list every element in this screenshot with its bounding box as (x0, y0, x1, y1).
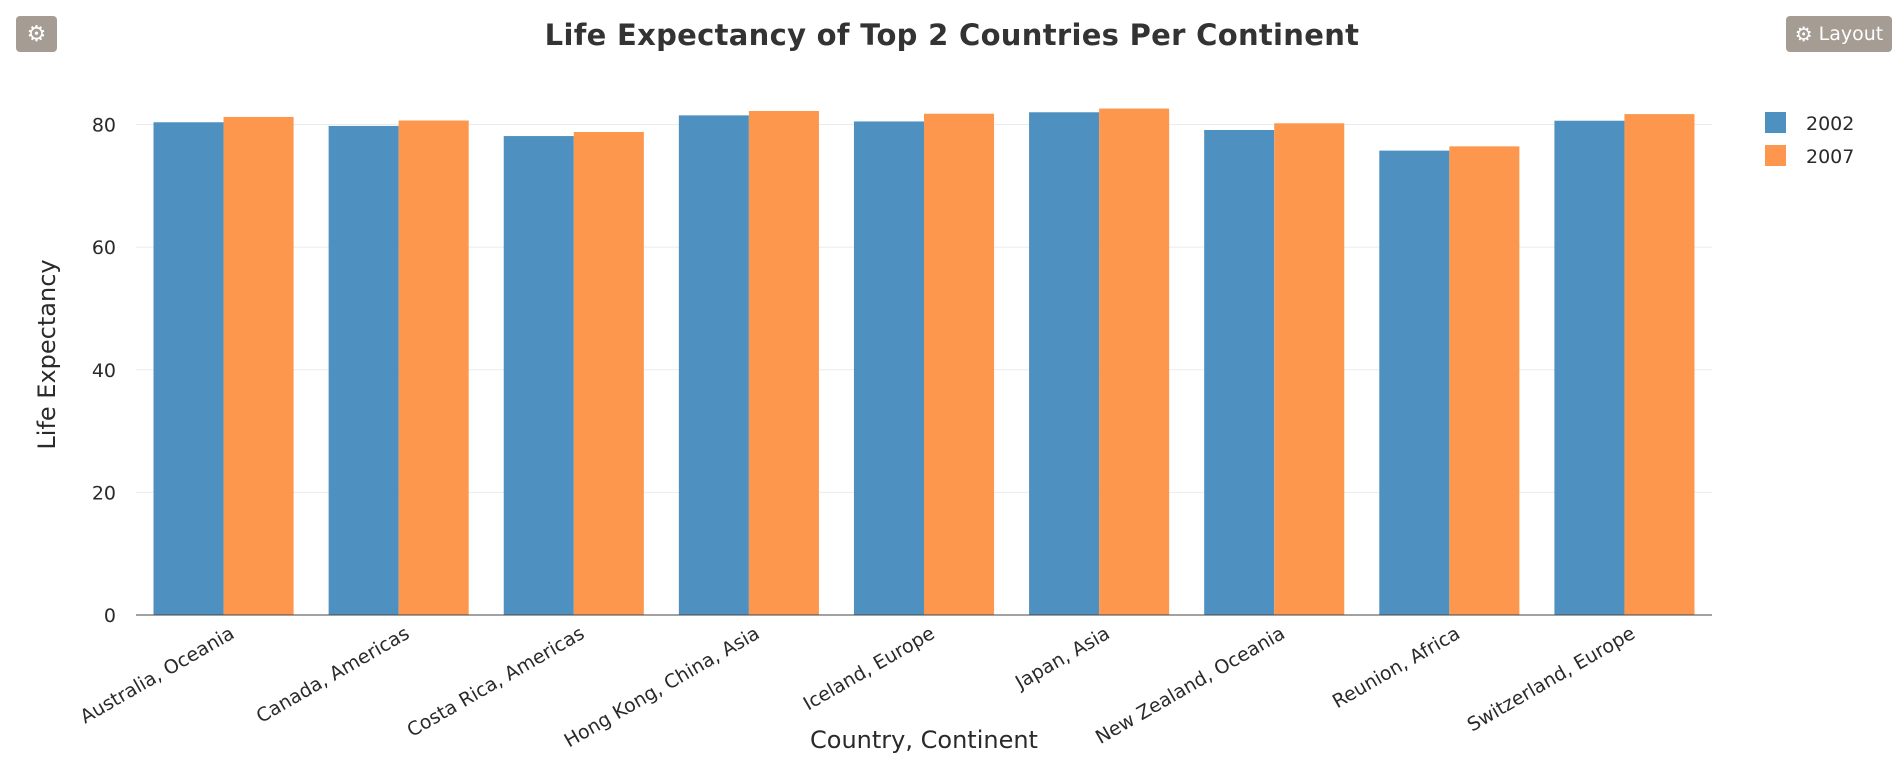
x-tick-label: Australia, Oceania (77, 622, 239, 728)
bar-2007[interactable] (1449, 146, 1520, 615)
legend-label-2007[interactable]: 2007 (1806, 146, 1854, 168)
y-tick-label: 40 (92, 360, 116, 382)
chart-title: Life Expectancy of Top 2 Countries Per C… (544, 18, 1360, 52)
y-tick-label: 0 (104, 605, 116, 627)
bar-2007[interactable] (1624, 114, 1695, 615)
bar-2002[interactable] (328, 125, 399, 615)
legend-label-2002[interactable]: 2002 (1806, 113, 1854, 135)
bar-2007[interactable] (924, 113, 995, 616)
bar-2007[interactable] (223, 116, 294, 615)
y-tick-label: 80 (92, 115, 116, 137)
x-tick-label: Costa Rica, Americas (403, 622, 588, 741)
layout-button[interactable]: ⚙ Layout (1786, 16, 1892, 52)
x-tick-label: Switzerland, Europe (1464, 622, 1639, 736)
bar-2002[interactable] (1554, 120, 1625, 615)
gear-icon: ⚙ (1794, 22, 1813, 46)
y-tick-label: 60 (92, 237, 116, 259)
x-tick-label: New Zealand, Oceania (1092, 622, 1289, 748)
bar-2002[interactable] (678, 115, 749, 615)
x-tick-label: Hong Kong, China, Asia (561, 622, 764, 752)
settings-button[interactable]: ⚙ (16, 16, 57, 52)
bar-2007[interactable] (1099, 108, 1170, 615)
bar-2002[interactable] (153, 122, 224, 615)
bar-2002[interactable] (1204, 129, 1275, 616)
bar-2002[interactable] (1029, 112, 1100, 615)
legend[interactable]: 2002 2007 (1765, 112, 1854, 168)
legend-swatch-2007[interactable] (1765, 145, 1786, 166)
x-tick-label: Canada, Americas (253, 622, 414, 727)
x-tick-label: Iceland, Europe (800, 622, 939, 715)
x-tick-label: Reunion, Africa (1329, 622, 1464, 713)
bar-2007[interactable] (573, 131, 644, 615)
bars (153, 108, 1695, 616)
y-tick-label: 20 (92, 482, 116, 504)
bar-2002[interactable] (1379, 150, 1450, 616)
x-axis-title: Country, Continent (810, 726, 1038, 754)
layout-button-label: Layout (1818, 23, 1884, 45)
bar-2007[interactable] (398, 120, 469, 615)
bar-2002[interactable] (503, 136, 574, 616)
gear-icon: ⚙ (26, 21, 47, 47)
bar-2007[interactable] (748, 110, 819, 615)
legend-swatch-2002[interactable] (1765, 112, 1786, 133)
y-axis-title: Life Expectancy (33, 259, 61, 449)
x-tick-label: Japan, Asia (1011, 622, 1114, 694)
bar-2007[interactable] (1274, 123, 1345, 615)
bar-2002[interactable] (853, 121, 924, 615)
